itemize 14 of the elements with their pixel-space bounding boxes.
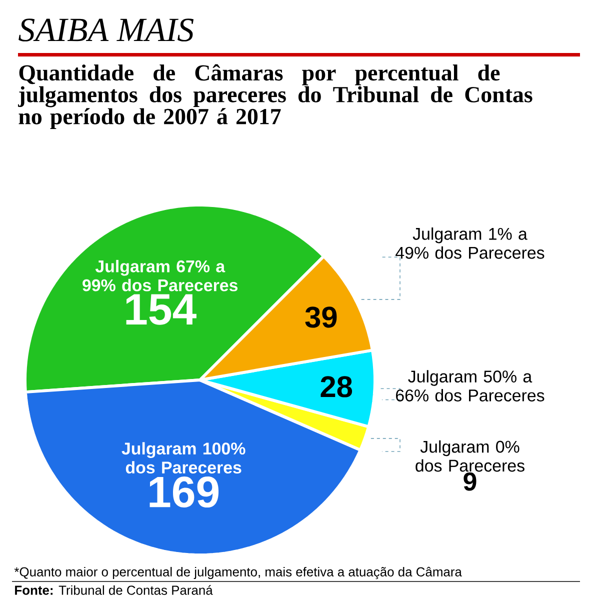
slice-label: Julgaram 1% a 49% dos Pareceres [396,227,544,259]
slice-label: Julgaram 0% dos Pareceres [416,440,524,472]
data-label: 154 [126,294,196,325]
text: Fonte: Tribunal de Contas Paraná [15,585,213,595]
chart-subtitle: Quantidade de Câmaras por percentual de julgamentos dos pareceres do Tribunal de Contas no período de 2007 á 2017 [18,64,532,129]
data-label: 28 [320,376,352,398]
text: *Quanto maior o percentual de julgamento, mais efetiva a atuação da Câmara [14,566,462,580]
slice-label: Julgaram 67% a 99% dos Pareceres [82,260,238,292]
chart-title: SAIBA MAIS [18,18,194,42]
data-label: 9 [464,472,476,491]
slice-label: Julgaram 100% dos Pareceres [122,442,246,474]
data-label: 169 [150,476,219,508]
data-label: 39 [305,306,337,328]
slice-label: Julgaram 50% a 66% dos Pareceres [396,370,544,402]
